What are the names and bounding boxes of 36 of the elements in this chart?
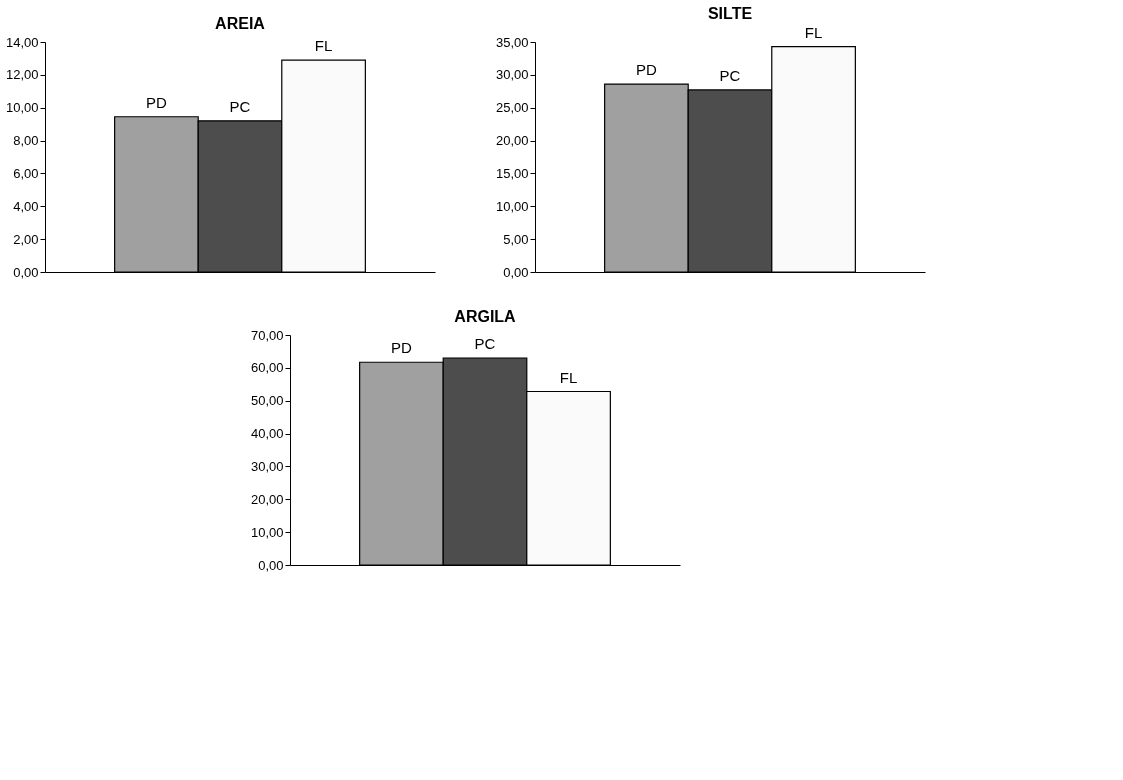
y-tick-label: 4,00 [13, 198, 39, 214]
y-tick-label: 10,00 [5, 100, 39, 116]
series-label: PC [719, 66, 741, 84]
y-tick-label: 60,00 [250, 360, 284, 376]
y-tick-label: 8,00 [13, 133, 39, 149]
y-tick-label: 35,00 [495, 34, 529, 50]
y-tick-label: 0,00 [13, 264, 39, 280]
chart-title: ARGILA [454, 308, 517, 325]
y-tick-label: 20,00 [495, 133, 529, 149]
series-label: PC [474, 335, 496, 352]
y-tick-label: 10,00 [495, 198, 529, 214]
y-tick-label: 30,00 [495, 67, 529, 83]
y-tick-label: 0,00 [258, 557, 284, 573]
series-label: FL [804, 23, 823, 41]
y-tick-label: 10,00 [250, 524, 284, 540]
y-tick-label: 70,00 [250, 327, 284, 343]
series-label: FL [314, 37, 333, 55]
series-label: PD [391, 339, 413, 357]
y-tick-label: 50,00 [250, 393, 284, 409]
y-tick-label: 40,00 [250, 426, 284, 442]
series-label: FL [559, 368, 578, 386]
series-label: PC [229, 97, 251, 115]
y-tick-label: 0,00 [503, 264, 529, 280]
y-tick-label: 5,00 [503, 231, 529, 247]
series-label: PD [636, 61, 658, 79]
y-tick-label: 20,00 [250, 491, 284, 507]
y-tick-label: 15,00 [495, 165, 529, 181]
y-tick-label: 25,00 [495, 100, 529, 116]
y-tick-label: 2,00 [13, 231, 39, 247]
y-tick-label: 6,00 [13, 165, 39, 181]
chart-title: AREIA [215, 15, 266, 32]
chart-title: SILTE [707, 4, 753, 22]
y-tick-label: 30,00 [250, 458, 284, 474]
series-label: PD [146, 93, 168, 111]
y-tick-label: 12,00 [5, 67, 39, 83]
y-tick-label: 14,00 [5, 34, 39, 50]
